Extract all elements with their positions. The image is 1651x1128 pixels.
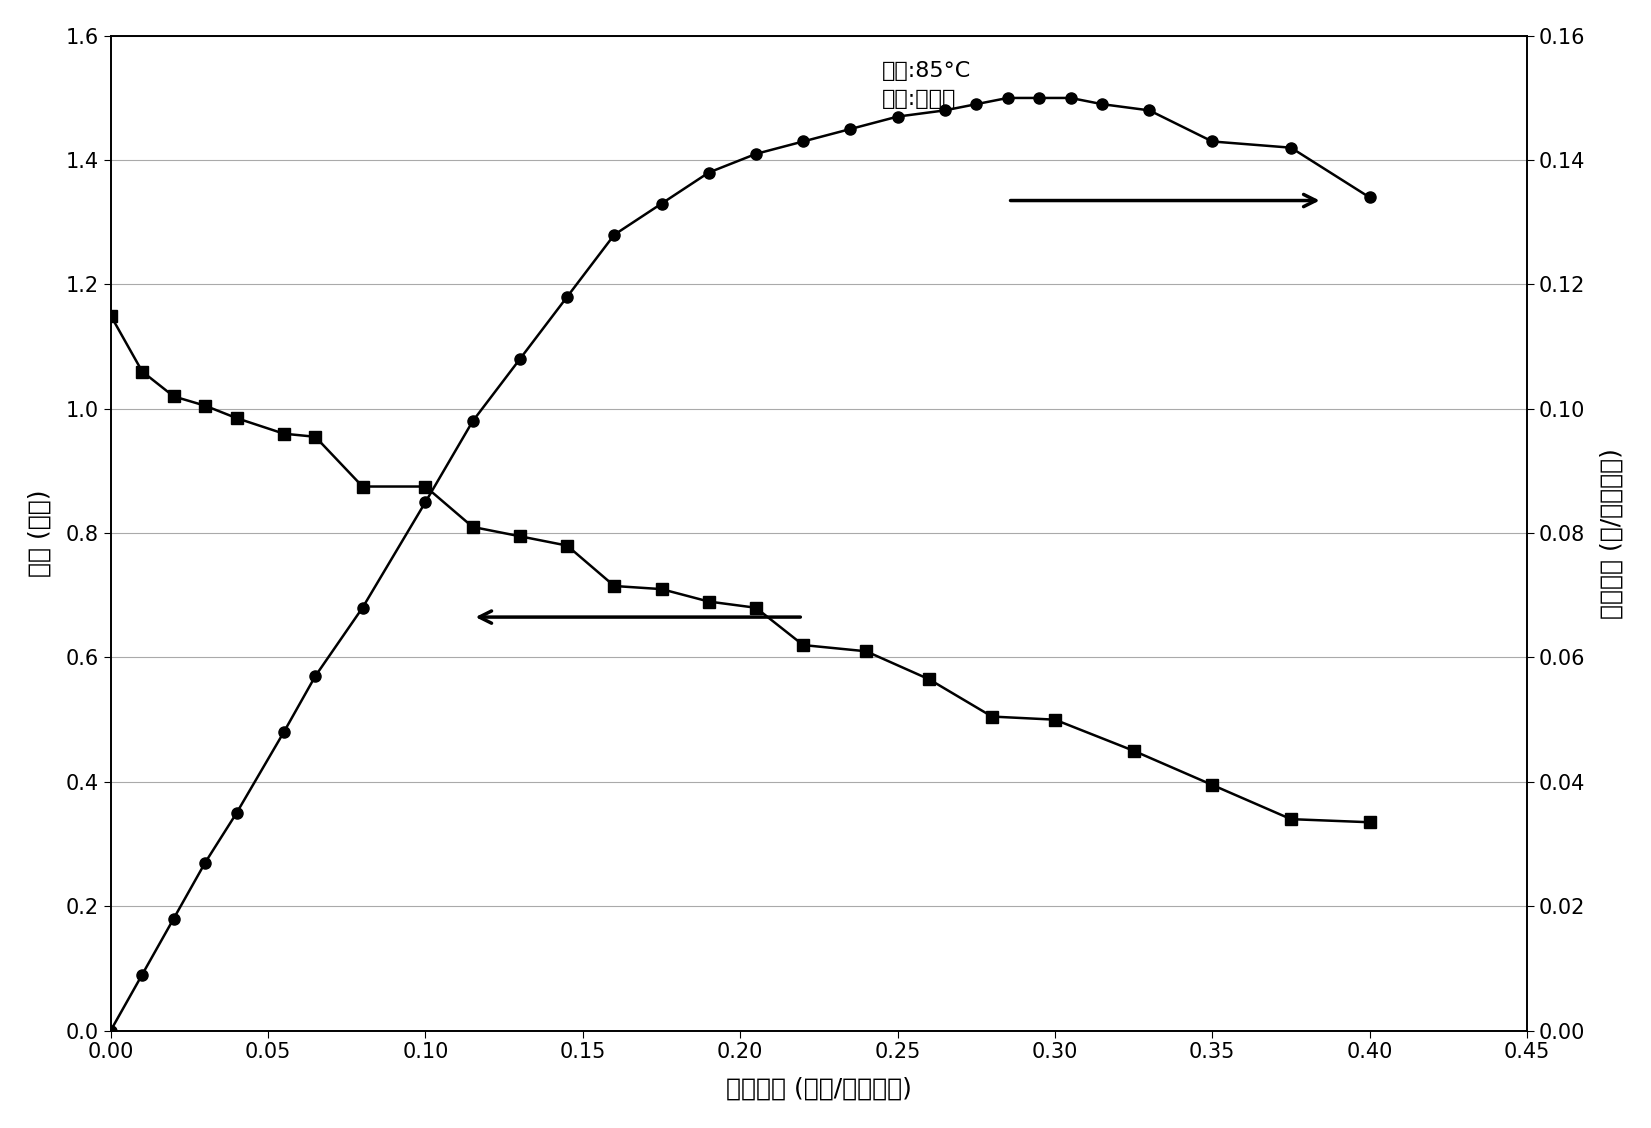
Text: 温度:85°C
压力:大气压: 温度:85°C 压力:大气压 (882, 61, 971, 108)
Y-axis label: 功率密度 (瓦/平方厄米): 功率密度 (瓦/平方厄米) (1600, 448, 1623, 618)
Y-axis label: 电压 (伏特): 电压 (伏特) (28, 490, 51, 576)
X-axis label: 电流密度 (安培/平方厄米): 电流密度 (安培/平方厄米) (726, 1076, 911, 1100)
